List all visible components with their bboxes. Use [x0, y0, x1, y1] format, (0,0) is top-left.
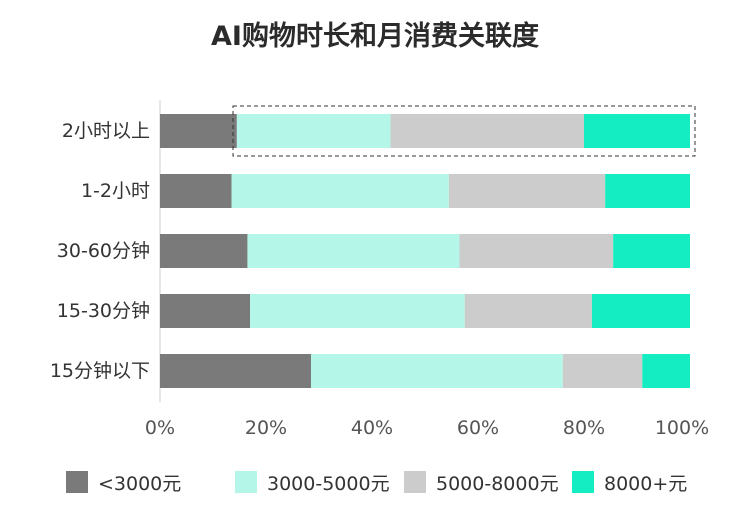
bar-segment — [459, 234, 614, 268]
bar-segment — [160, 234, 248, 268]
bar-segment — [584, 114, 690, 148]
bar-segment — [160, 294, 251, 328]
legend-swatch — [235, 471, 257, 493]
legend-item: 8000+元 — [572, 466, 687, 498]
x-tick-label: 40% — [351, 417, 393, 439]
legend-item: 5000-8000元 — [404, 466, 559, 498]
bar-segment — [390, 114, 584, 148]
x-tick-label: 100% — [655, 417, 709, 439]
bar-segment — [231, 174, 449, 208]
legend-label: <3000元 — [98, 472, 182, 495]
legend-swatch — [66, 471, 88, 493]
chart-title: AI购物时长和月消费关联度 — [211, 21, 539, 52]
bar-segment — [562, 354, 643, 388]
bar-segment — [464, 294, 592, 328]
legend-label: 8000+元 — [604, 472, 688, 495]
bar-segment — [448, 174, 606, 208]
category-label: 30-60分钟 — [57, 240, 150, 262]
bar-segment — [160, 114, 237, 148]
legend-label: 3000-5000元 — [267, 472, 390, 495]
legend-label: 5000-8000元 — [436, 472, 559, 495]
bar-segment — [250, 294, 465, 328]
category-label: 15-30分钟 — [57, 300, 150, 322]
bar-segment — [613, 234, 690, 268]
x-tick-label: 80% — [563, 417, 605, 439]
bar-segment — [642, 354, 690, 388]
category-label: 2小时以上 — [62, 120, 150, 142]
category-label: 15分钟以下 — [50, 360, 150, 382]
legend-swatch — [572, 471, 594, 493]
bar-segment — [236, 114, 391, 148]
legend: <3000元 3000-5000元 5000-8000元 8000+元 — [0, 466, 750, 498]
legend-item: 3000-5000元 — [235, 466, 390, 498]
bar-segment — [160, 354, 312, 388]
bar-segment — [311, 354, 563, 388]
bar-segment — [160, 174, 232, 208]
x-tick-label: 0% — [145, 417, 175, 439]
legend-item: <3000元 — [66, 466, 181, 498]
bar-segment — [247, 234, 460, 268]
x-tick-label: 20% — [245, 417, 287, 439]
x-tick-label: 60% — [457, 417, 499, 439]
legend-swatch — [404, 471, 426, 493]
bar-segment — [591, 294, 690, 328]
highlight-box — [232, 105, 696, 157]
category-label: 1-2小时 — [81, 180, 150, 202]
bar-segment — [605, 174, 690, 208]
